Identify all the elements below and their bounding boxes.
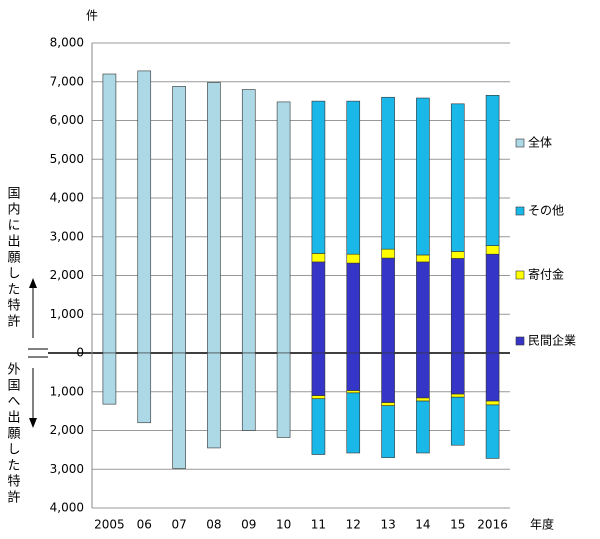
bar-segment: [485, 400, 500, 406]
y-tick-label: 5,000: [50, 152, 84, 166]
bar-segment: [172, 86, 186, 354]
x-axis-label: 年度: [530, 517, 554, 532]
bar-segment: [311, 395, 326, 400]
y-tick-label: 1,000: [50, 307, 84, 321]
bar-segment: [311, 253, 326, 263]
side-label: 国内に出願した特許: [5, 186, 21, 330]
bar-segment: [207, 82, 221, 354]
legend-label: 全体: [528, 135, 552, 150]
bar-segment: [416, 397, 430, 402]
x-tick-label: 12: [346, 518, 361, 532]
legend-swatch: [515, 336, 525, 346]
bar-segment: [311, 100, 326, 254]
x-tick-label: 2016: [477, 518, 508, 532]
bar-segment: [381, 96, 395, 250]
y-tick-label: 3,000: [50, 462, 84, 476]
bar-segment: [311, 261, 326, 354]
bar-segment: [102, 73, 117, 354]
bar-segment: [381, 248, 395, 259]
bar-segment: [485, 95, 500, 246]
y-tick-label: 8,000: [50, 36, 84, 50]
bar-segment: [450, 396, 465, 446]
bar-segment: [311, 352, 326, 396]
bar-segment: [346, 100, 361, 255]
bar-segment: [485, 253, 500, 354]
bar-segment: [276, 352, 291, 438]
bar-segment: [137, 70, 152, 354]
bar-segment: [311, 398, 326, 455]
arrow-head: [29, 278, 37, 288]
bar-segment: [416, 352, 430, 399]
bar-segment: [276, 101, 291, 354]
y-tick-label: 4,000: [50, 501, 84, 515]
bar-segment: [241, 352, 256, 431]
x-tick-label: 10: [276, 518, 291, 532]
bar-segment: [346, 262, 361, 354]
y-tick-label: 2,000: [50, 268, 84, 282]
bar-segment: [485, 245, 500, 255]
bar-segment: [346, 253, 361, 264]
arrow-head: [29, 418, 37, 428]
y-tick-label: 3,000: [50, 229, 84, 243]
y-unit: 件: [86, 9, 98, 23]
bar-segment: [207, 352, 221, 449]
bar-segment: [416, 400, 430, 454]
bar-segment: [450, 251, 465, 259]
legend-label: 寄付金: [528, 267, 564, 282]
bar-segment: [485, 404, 500, 459]
side-label: 外国へ出願した特許: [5, 362, 21, 506]
legend-swatch: [515, 206, 525, 216]
x-tick-label: 2005: [94, 518, 125, 532]
bar-segment: [485, 352, 500, 402]
legend-swatch: [515, 270, 525, 280]
legend-label: その他: [528, 204, 564, 218]
bar-segment: [241, 89, 256, 354]
bar-segment: [416, 261, 430, 354]
bar-segment: [346, 390, 361, 394]
y-tick-label: 1,000: [50, 384, 84, 398]
bar-segment: [416, 97, 430, 256]
legend-label: 民間企業: [528, 333, 576, 348]
bar-segment: [416, 254, 430, 263]
x-tick-label: 07: [171, 518, 186, 532]
legend-swatch: [515, 138, 525, 148]
bar-segment: [450, 352, 465, 395]
x-tick-label: 15: [450, 518, 465, 532]
x-tick-label: 14: [415, 518, 430, 532]
x-tick-label: 09: [241, 518, 256, 532]
bar-segment: [172, 352, 186, 469]
bar-segment: [137, 352, 152, 424]
y-tick-label: 2,000: [50, 423, 84, 437]
x-tick-label: 06: [137, 518, 152, 532]
bar-segment: [450, 103, 465, 252]
bar-segment: [346, 352, 361, 391]
x-tick-label: 11: [311, 518, 326, 532]
bar-segment: [381, 405, 395, 458]
y-tick-label: 4,000: [50, 191, 84, 205]
bar-segment: [450, 258, 465, 354]
y-tick-label: 6,000: [50, 113, 84, 127]
bar-segment: [450, 393, 465, 398]
bar-segment: [381, 257, 395, 354]
bar-segment: [381, 402, 395, 407]
bar-segment: [381, 352, 395, 403]
x-tick-label: 13: [380, 518, 395, 532]
bar-segment: [102, 352, 117, 405]
x-tick-label: 08: [206, 518, 221, 532]
bar-segment: [346, 392, 361, 454]
y-tick-label: 7,000: [50, 74, 84, 88]
